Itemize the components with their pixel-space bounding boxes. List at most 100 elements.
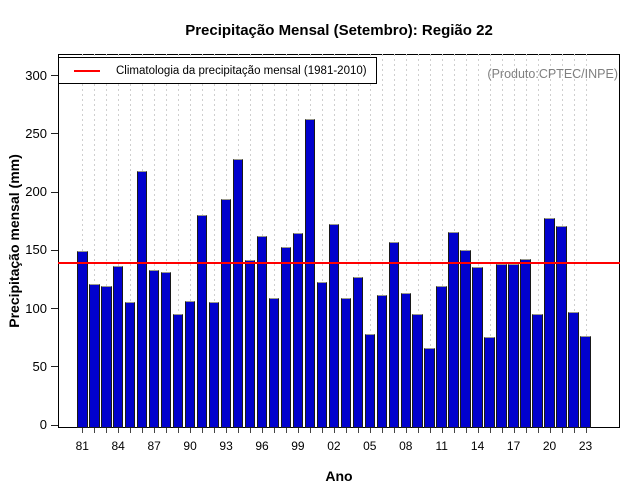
x-tick (513, 428, 515, 433)
x-tick (154, 428, 156, 433)
bar-1982 (89, 283, 100, 428)
bar-2010 (424, 347, 435, 428)
x-tick-label: 84 (111, 439, 125, 453)
x-tick-label: 87 (147, 439, 161, 453)
bar-2015 (484, 337, 495, 428)
x-tick-label: 17 (506, 439, 521, 453)
bar-2018 (520, 259, 531, 428)
x-tick-label: 23 (578, 439, 593, 453)
bar-2021 (556, 226, 567, 428)
bar-1989 (172, 313, 184, 428)
bar-1991 (196, 214, 208, 428)
climatology-line-swatch (74, 69, 100, 72)
product-watermark: (Produto:CPTEC/INPE) (487, 67, 618, 81)
x-tick (429, 428, 431, 433)
y-tick (51, 75, 58, 76)
x-tick (573, 428, 575, 433)
x-tick (286, 428, 287, 433)
gridline (321, 54, 323, 428)
x-tick-label: 14 (470, 439, 485, 453)
bar-2005 (364, 333, 376, 428)
x-tick (345, 428, 347, 433)
gridline (441, 54, 443, 428)
gridline (585, 54, 587, 428)
gridline (154, 54, 156, 428)
y-tick-label: 100 (25, 300, 47, 316)
x-tick (525, 428, 527, 433)
bar-1986 (136, 170, 148, 428)
bar-1983 (101, 285, 112, 428)
bar-1997 (268, 297, 280, 428)
gridline (274, 54, 275, 428)
y-tick-label: 150 (25, 242, 47, 258)
x-tick (178, 428, 180, 433)
gridline (573, 54, 575, 428)
bar-2004 (352, 276, 364, 428)
bar-2014 (472, 267, 483, 428)
x-tick (465, 428, 467, 433)
y-tick (51, 133, 58, 135)
bar-1987 (148, 269, 160, 428)
x-tick (190, 428, 192, 433)
x-tick-label: 93 (219, 439, 233, 453)
x-tick-label: 99 (291, 439, 305, 453)
bar-1996 (256, 235, 268, 428)
gridline (345, 54, 347, 428)
bar-2002 (328, 224, 340, 428)
x-tick (489, 428, 491, 433)
gridline (357, 54, 359, 428)
x-tick-label: 02 (327, 439, 341, 453)
gridline (501, 54, 503, 428)
bar-2000 (304, 119, 316, 428)
bar-2017 (508, 263, 519, 428)
x-tick (393, 428, 395, 433)
gridline (477, 54, 479, 428)
gridline (429, 54, 431, 428)
gridline (286, 54, 287, 428)
x-tick (106, 428, 108, 433)
bar-1993 (220, 198, 232, 428)
x-tick (309, 428, 311, 433)
bar-2001 (316, 282, 328, 428)
gridline (82, 54, 84, 428)
x-tick (202, 428, 204, 433)
x-tick (166, 428, 168, 433)
x-tick (405, 428, 407, 433)
x-tick (142, 428, 144, 433)
y-tick (51, 191, 58, 193)
x-tick (381, 428, 383, 433)
legend-box: Climatologia da precipitação mensal (198… (58, 57, 377, 84)
x-tick (453, 428, 455, 433)
x-tick (226, 428, 228, 433)
gridline (525, 54, 527, 428)
gridline (106, 54, 108, 428)
gridline (178, 54, 180, 428)
y-tick-label: 200 (25, 184, 47, 199)
gridline (417, 54, 419, 428)
bar-1990 (184, 301, 196, 428)
x-tick (321, 428, 323, 433)
bar-1981 (77, 250, 88, 428)
y-tick-label: 0 (39, 417, 47, 432)
x-tick (369, 428, 371, 433)
bar-2011 (436, 285, 447, 428)
x-tick-label: 05 (363, 439, 377, 453)
bar-2003 (340, 297, 352, 428)
bar-2007 (388, 241, 400, 428)
gridline (190, 54, 192, 428)
x-tick (82, 428, 84, 433)
climatology-line (58, 262, 620, 264)
gridline (214, 54, 216, 428)
x-tick-label: 08 (399, 439, 413, 453)
x-tick (585, 428, 587, 433)
gridline (405, 54, 407, 428)
bar-1994 (232, 158, 244, 428)
legend-label: Climatologia da precipitação mensal (198… (116, 64, 367, 77)
x-tick-label: 20 (542, 439, 557, 453)
y-tick (51, 424, 58, 426)
bar-1984 (112, 266, 124, 428)
x-tick (477, 428, 479, 433)
x-tick (333, 428, 335, 433)
x-axis-title: Ano (325, 468, 353, 484)
